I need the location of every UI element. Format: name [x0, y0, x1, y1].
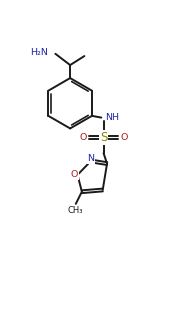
Text: S: S: [100, 131, 107, 144]
Text: NH: NH: [105, 113, 119, 122]
Text: CH₃: CH₃: [67, 206, 83, 215]
Text: O: O: [120, 133, 127, 142]
Text: O: O: [71, 171, 78, 179]
Text: H₂N: H₂N: [30, 48, 48, 57]
Text: O: O: [80, 133, 87, 142]
Text: N: N: [87, 154, 94, 163]
